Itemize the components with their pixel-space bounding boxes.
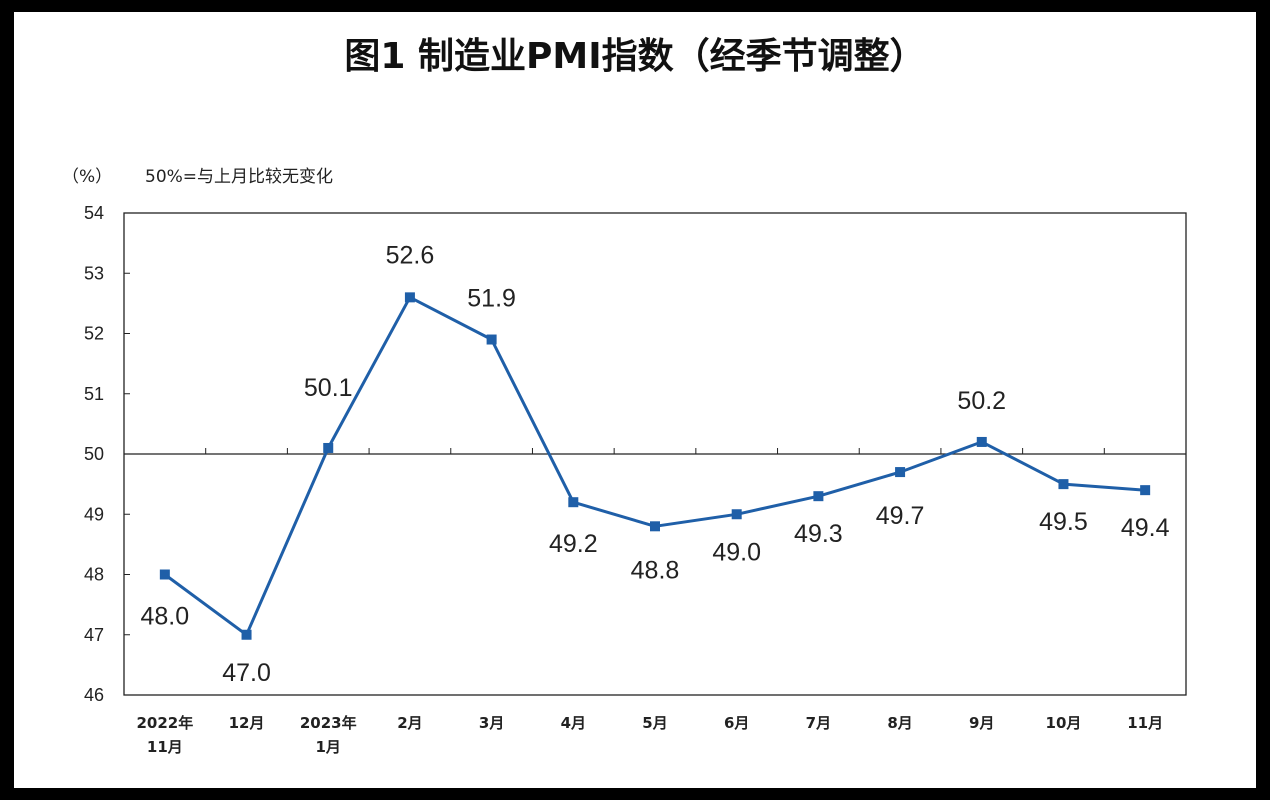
data-label: 49.7 — [876, 502, 925, 530]
y-tick-label: 54 — [84, 203, 104, 223]
data-label: 47.0 — [222, 659, 271, 687]
chart-note: 50%=与上月比较无变化 — [145, 167, 333, 187]
data-label: 50.1 — [304, 374, 353, 402]
data-label: 49.5 — [1039, 508, 1088, 536]
data-label: 49.3 — [794, 520, 843, 548]
x-tick-label: 2月 — [397, 714, 422, 732]
x-tick-label: 6月 — [724, 714, 749, 732]
y-axis-unit-label: （%） — [62, 167, 112, 187]
x-tick-label: 8月 — [887, 714, 912, 732]
data-label: 49.2 — [549, 530, 598, 558]
y-tick-label: 49 — [84, 504, 104, 524]
x-tick-label: 4月 — [561, 714, 586, 732]
data-point-marker — [568, 497, 579, 508]
data-label: 50.2 — [957, 387, 1006, 415]
x-tick-label: 9月 — [969, 714, 994, 732]
x-tick-label: 7月 — [806, 714, 831, 732]
x-tick-label: 11月 — [1127, 714, 1163, 732]
y-tick-label: 47 — [84, 625, 104, 645]
data-point-marker — [731, 509, 742, 520]
plot-area: 46 47 48 49 50 51 52 53 54 2022年 11月 12月 2023年 1月 2月 3月… — [84, 203, 1187, 756]
chart-canvas: 图1 制造业PMI指数（经季节调整） （%） 50%=与上月比较无变化 46 47… — [14, 12, 1256, 788]
x-tick-label: 2023年 — [300, 714, 357, 732]
data-label: 49.0 — [712, 538, 761, 566]
data-label: 52.6 — [386, 241, 435, 269]
y-tick-label: 48 — [84, 565, 104, 585]
y-tick-label: 52 — [84, 324, 104, 344]
data-point-marker — [486, 334, 497, 345]
data-point-marker — [813, 491, 824, 502]
data-point-marker — [159, 569, 170, 580]
y-tick-label: 46 — [84, 685, 104, 705]
x-tick-label: 2022年 — [136, 714, 193, 732]
x-tick-label: 1月 — [316, 738, 341, 756]
x-tick-label: 11月 — [147, 738, 183, 756]
x-tick-label: 3月 — [479, 714, 504, 732]
x-tick-label: 10月 — [1046, 714, 1082, 732]
data-point-marker — [323, 442, 334, 453]
data-point-marker — [1058, 479, 1069, 490]
x-tick-label: 12月 — [229, 714, 265, 732]
data-point-marker — [241, 629, 252, 640]
y-tick-label: 53 — [84, 263, 104, 283]
data-point-marker — [895, 467, 906, 478]
x-tick-label: 5月 — [642, 714, 667, 732]
y-tick-label: 50 — [84, 444, 104, 464]
data-label: 51.9 — [467, 285, 516, 313]
chart-title: 图1 制造业PMI指数（经季节调整） — [344, 36, 925, 77]
data-label: 48.8 — [631, 556, 680, 584]
data-label: 49.4 — [1121, 514, 1170, 542]
data-point-marker — [650, 521, 660, 532]
y-tick-label: 51 — [84, 384, 104, 404]
data-point-marker — [1140, 485, 1151, 496]
pmi-chart: 图1 制造业PMI指数（经季节调整） （%） 50%=与上月比较无变化 46 47… — [62, 36, 1187, 756]
data-point-marker — [404, 292, 415, 303]
data-point-marker — [976, 436, 987, 447]
data-label: 48.0 — [141, 603, 190, 631]
